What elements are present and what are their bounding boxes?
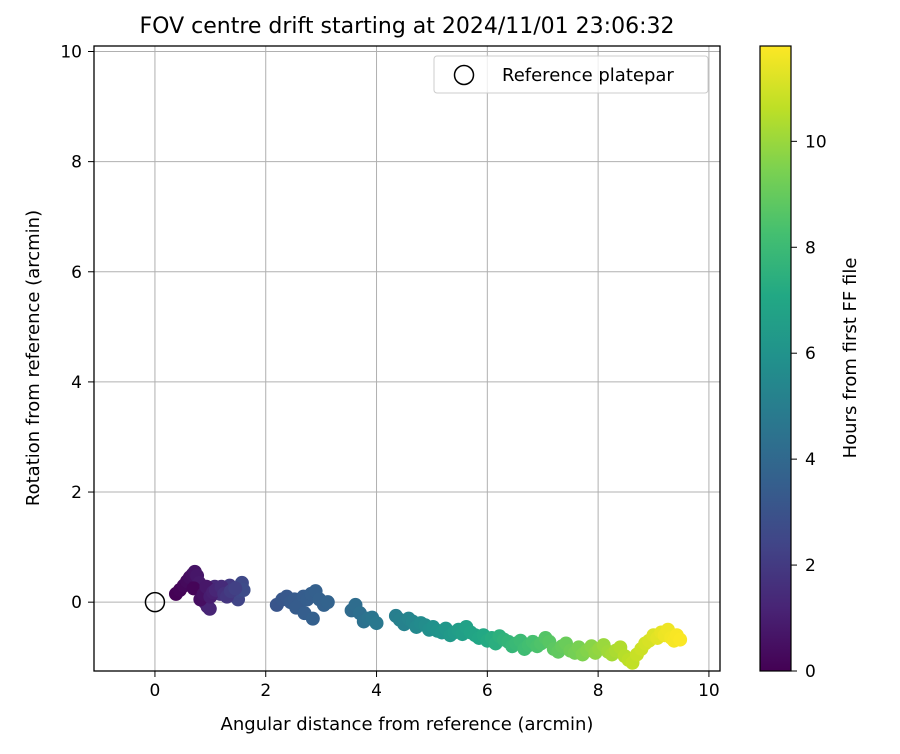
- colorbar-tick-label: 4: [805, 450, 816, 470]
- y-tick-label: 10: [60, 43, 82, 63]
- data-point: [673, 632, 688, 647]
- x-axis: 0 2 4 6 8 10: [150, 671, 720, 701]
- legend-box: [433, 55, 709, 94]
- colorbar-tick-label: 8: [805, 238, 816, 258]
- colorbar-label: Hours from first FF file: [840, 258, 861, 459]
- colorbar-tick-label: 0: [805, 662, 816, 682]
- data-point: [202, 601, 217, 616]
- colorbar-ticks: 0 2 4 6 8 10: [791, 132, 827, 682]
- y-axis-label: Rotation from reference (arcmin): [23, 210, 44, 506]
- x-tick-label: 6: [482, 681, 493, 701]
- data-points: [168, 564, 688, 670]
- x-tick-label: 4: [371, 681, 382, 701]
- colorbar: 0 2 4 6 8 10 Hours from first FF file: [759, 45, 861, 682]
- grid: [94, 46, 720, 671]
- data-point: [228, 581, 243, 596]
- x-tick-label: 10: [698, 681, 720, 701]
- plot-frame: [93, 45, 721, 672]
- y-tick-label: 0: [71, 593, 82, 613]
- data-point: [320, 595, 335, 610]
- data-point: [305, 611, 320, 626]
- colorbar-tick-label: 10: [805, 132, 827, 152]
- y-tick-label: 6: [71, 263, 82, 283]
- y-tick-label: 4: [71, 373, 82, 393]
- legend: Reference platepar: [433, 55, 709, 94]
- data-point: [369, 616, 384, 631]
- x-tick-label: 0: [150, 681, 161, 701]
- y-tick-label: 2: [71, 483, 82, 503]
- legend-entry: Reference platepar: [502, 65, 674, 86]
- colorbar-gradient: [759, 45, 792, 672]
- legend-marker: [453, 64, 475, 86]
- x-tick-label: 2: [260, 681, 271, 701]
- chart-title: FOV centre drift starting at 2024/11/01 …: [140, 14, 675, 39]
- x-tick-label: 8: [593, 681, 604, 701]
- colorbar-tick-label: 2: [805, 556, 816, 576]
- y-tick-label: 8: [71, 153, 82, 173]
- y-axis: 0 2 4 6 8 10: [60, 43, 94, 613]
- x-axis-label: Angular distance from reference (arcmin): [221, 714, 594, 735]
- colorbar-tick-label: 6: [805, 344, 816, 364]
- reference-platepar-marker: [144, 591, 166, 613]
